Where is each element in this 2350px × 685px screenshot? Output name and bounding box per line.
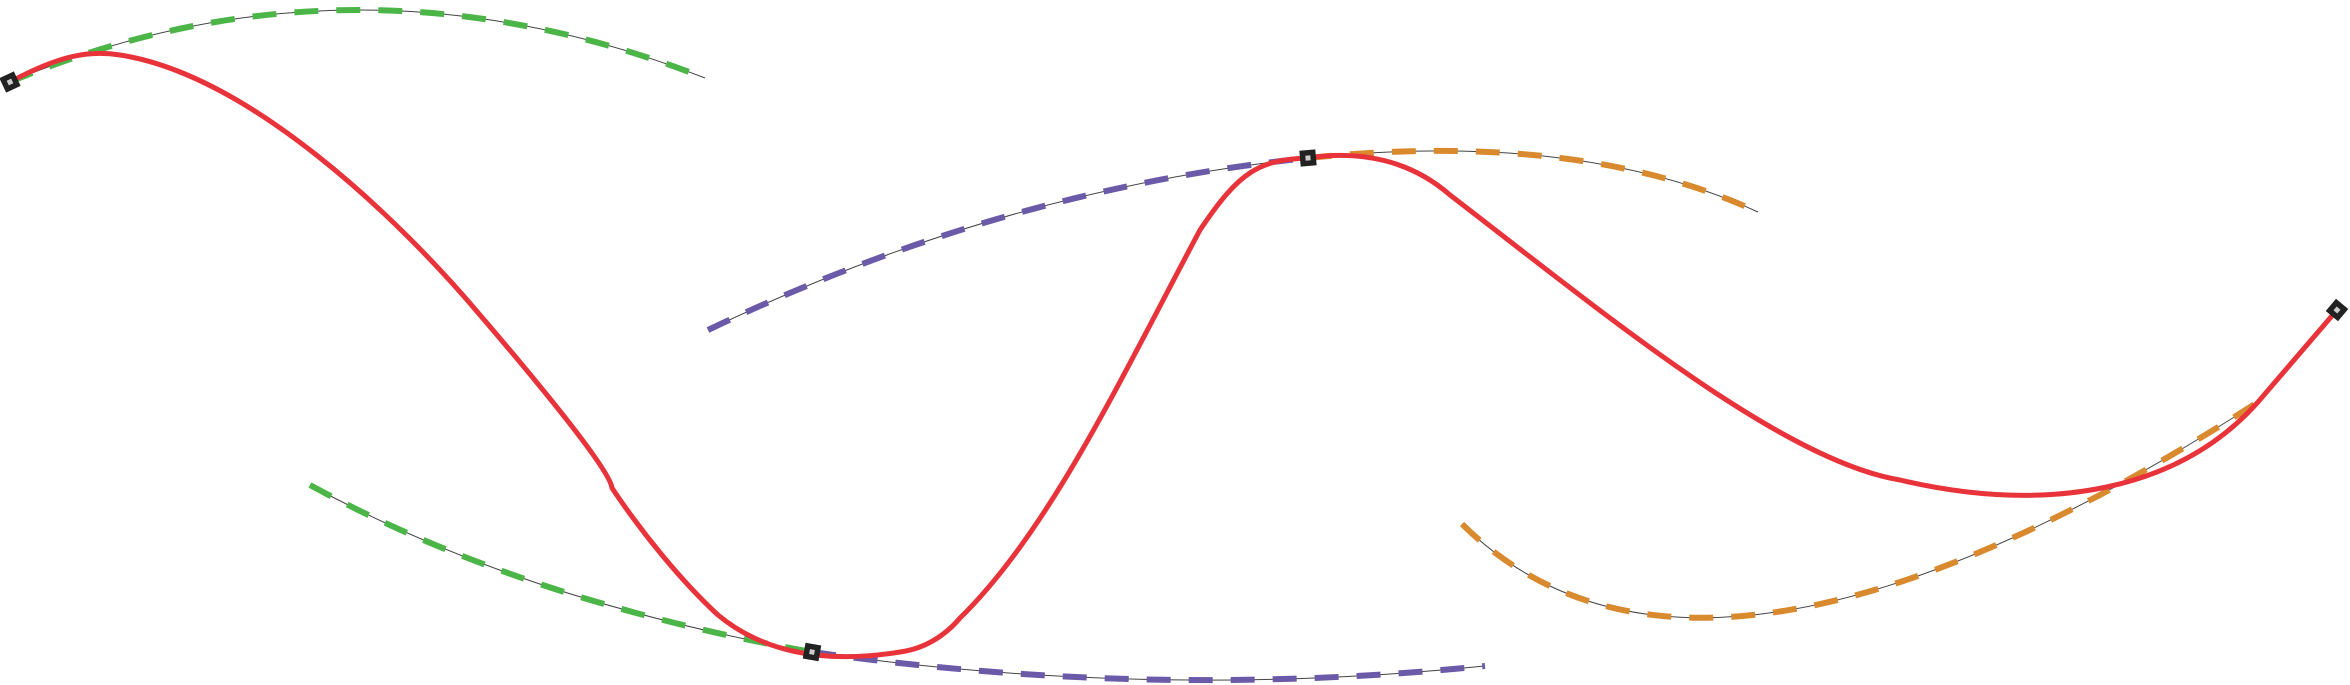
handle-purple-top[interactable] [706,155,1309,333]
tangent-handles [8,7,2260,684]
handle-purple-bottom[interactable] [811,649,1486,684]
anchor-point-4[interactable] [2325,298,2349,322]
handle-orange-bottom[interactable] [1459,399,2260,621]
handle-green-top[interactable] [8,7,707,85]
anchor-point-3[interactable] [1299,149,1317,167]
anchor-point-1[interactable] [0,71,21,93]
main-spline[interactable] [7,50,2340,660]
anchor-point-2[interactable] [802,642,822,662]
guide-anchor-4 [1461,401,2259,619]
guide-anchor-2-left [309,484,813,653]
guide-anchor-3-left [707,157,1309,331]
tangent-guides [9,9,2338,681]
guide-anchor-3-right [1307,150,1759,213]
anchor-points [0,71,2349,662]
